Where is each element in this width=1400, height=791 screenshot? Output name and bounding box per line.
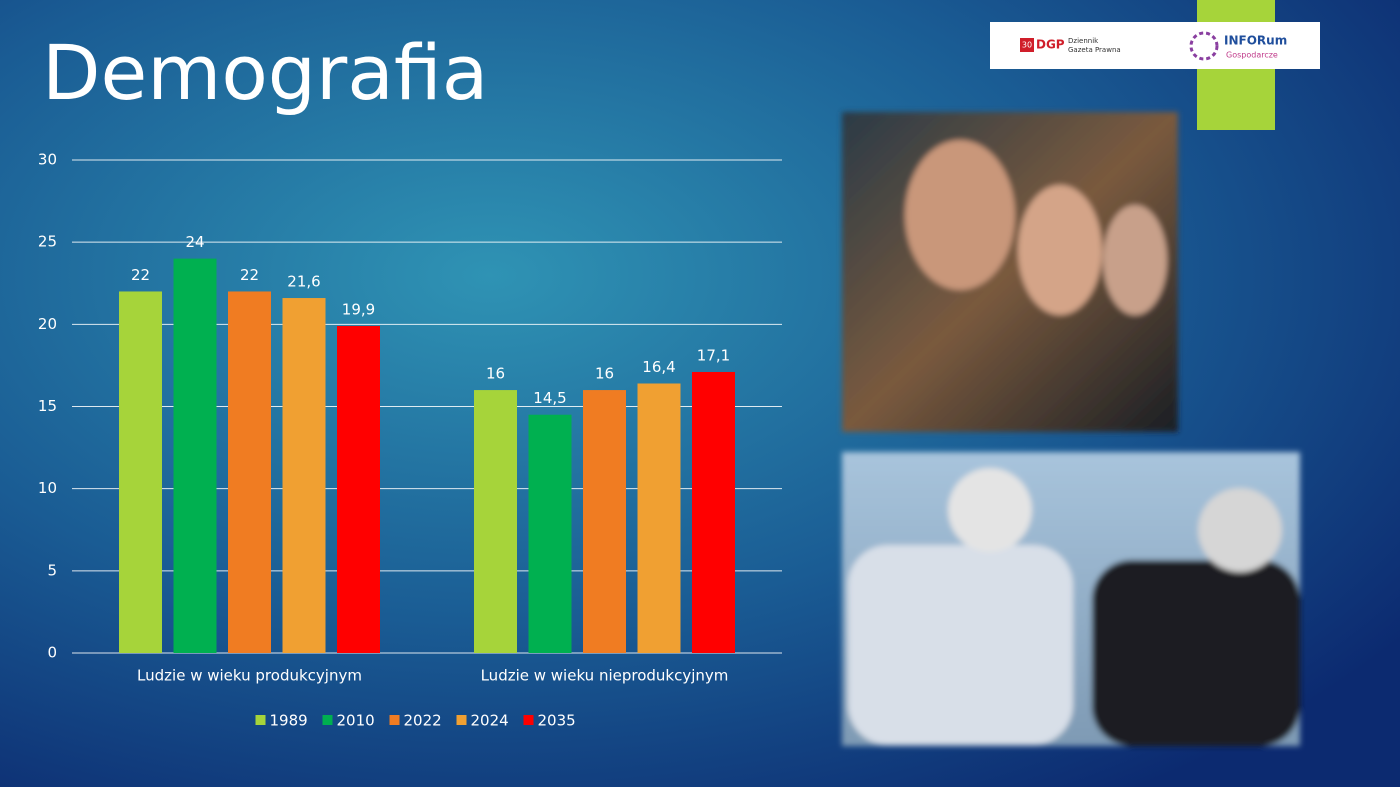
legend-swatch (255, 715, 266, 725)
logo-box (990, 22, 1320, 69)
y-tick-label: 5 (47, 561, 57, 579)
value-label: 22 (131, 266, 150, 284)
y-tick-label: 30 (38, 151, 57, 169)
slide-title: Demografia (42, 28, 488, 117)
legend-label: 2022 (404, 712, 442, 730)
logo-badge (1020, 38, 1034, 52)
legend-swatch (456, 715, 467, 725)
logo-text: 30 (1022, 41, 1032, 50)
person (848, 545, 1073, 745)
value-label: 24 (185, 233, 204, 251)
value-label: 19,9 (342, 300, 375, 318)
value-label: 17,1 (697, 346, 730, 364)
face (905, 140, 1015, 290)
legend-label: 2035 (538, 712, 576, 730)
value-label: 16,4 (642, 358, 675, 376)
logo-text: Gazeta Prawna (1068, 46, 1121, 54)
value-label: 22 (240, 266, 259, 284)
bar (228, 291, 271, 653)
face (1018, 185, 1102, 315)
logo-icon (1189, 31, 1219, 61)
value-label: 14,5 (533, 389, 566, 407)
y-tick-label: 10 (38, 479, 57, 497)
y-tick-label: 15 (38, 397, 57, 415)
bar (173, 258, 217, 653)
bar (474, 390, 517, 653)
bar (637, 383, 681, 653)
value-label: 21,6 (287, 273, 320, 291)
bar (528, 414, 572, 653)
head (1198, 488, 1282, 572)
y-tick-label: 25 (38, 233, 57, 251)
logo-text: Dziennik (1068, 37, 1099, 45)
head (948, 468, 1032, 552)
bar (337, 325, 380, 653)
bar (583, 390, 626, 653)
bar (692, 371, 735, 653)
value-label: 16 (486, 365, 505, 383)
face (1103, 205, 1167, 315)
y-tick-label: 20 (38, 315, 57, 333)
plot: 0 5 10 15 20 25 30 Ludzie w wieku produkcyjnym 2… (38, 151, 782, 730)
legend-label: 2024 (471, 712, 509, 730)
photo-seniors (842, 452, 1300, 746)
x-tick-label: Ludzie w wieku produkcyjnym (137, 667, 362, 685)
bar (119, 291, 162, 653)
bar (282, 298, 326, 653)
legend-label: 1989 (270, 712, 308, 730)
legend-swatch (523, 715, 534, 725)
person (1092, 560, 1300, 746)
logo-text: INFORum (1224, 34, 1287, 48)
legend-swatch (389, 715, 400, 725)
legend-swatch (322, 715, 333, 725)
logo-text: DGP (1036, 38, 1065, 52)
x-tick-label: Ludzie w wieku nieprodukcyjnym (481, 667, 729, 685)
photo-youth (842, 112, 1178, 432)
logo-text: Gospodarcze (1226, 51, 1278, 60)
y-tick-label: 0 (47, 644, 57, 662)
legend-label: 2010 (337, 712, 375, 730)
value-label: 16 (595, 365, 614, 383)
